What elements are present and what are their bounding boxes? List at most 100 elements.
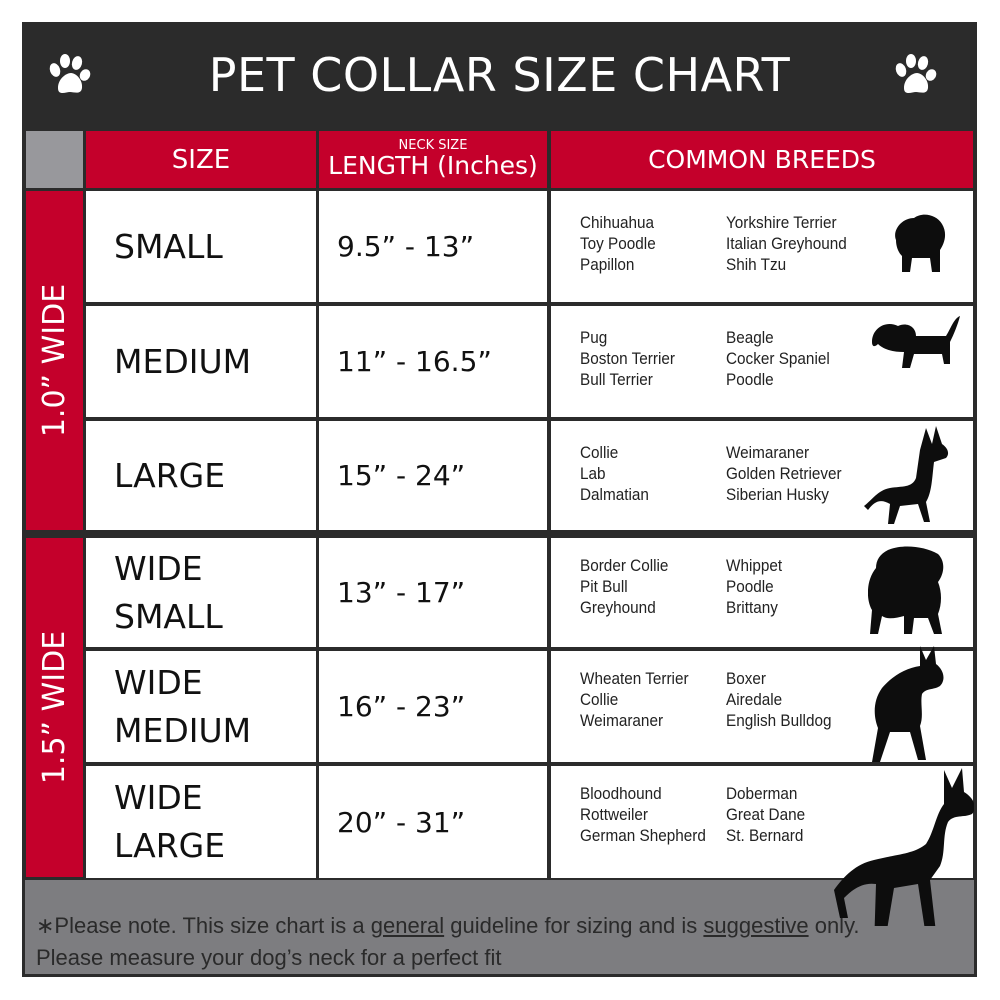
breed-name: St. Bernard: [726, 826, 804, 845]
breed-name: Weimaraner: [580, 711, 664, 730]
header-length-label: LENGTH (Inches): [328, 151, 538, 180]
breed-name: Rottweiler: [580, 805, 649, 824]
small-dog-silhouette-icon: [895, 214, 946, 272]
breed-name: Boston Terrier: [580, 349, 675, 368]
breed-list: Wheaten Terrier Collie Weimaraner: [580, 668, 689, 731]
breed-name: Toy Poodle: [580, 234, 656, 253]
breed-name: Chihuahua: [580, 213, 655, 232]
size-cell: SMALL: [86, 191, 316, 302]
length-cell: 9.5” - 13”: [319, 191, 547, 302]
breed-name: German Shepherd: [580, 826, 706, 845]
header-breeds-label: COMMON BREEDS: [648, 145, 876, 174]
length-cell: 16” - 23”: [319, 651, 547, 762]
length-cell: 15” - 24”: [319, 421, 547, 530]
breed-name: Pit Bull: [580, 577, 628, 596]
header-neck-size-label: NECK SIZE: [398, 138, 468, 153]
breed-name: Wheaten Terrier: [580, 669, 689, 688]
breed-name: Whippet: [726, 556, 783, 575]
group-label-text: 1.0” WIDE: [37, 283, 73, 438]
breed-name: Airedale: [726, 690, 783, 709]
size-label: SMALL: [114, 226, 223, 266]
header-length: NECK SIZE LENGTH (Inches): [319, 131, 547, 188]
breed-name: Great Dane: [726, 805, 806, 824]
breed-name: Boxer: [726, 669, 766, 688]
length-value: 16” - 23”: [337, 690, 466, 723]
header-size-label: SIZE: [171, 144, 231, 175]
breed-list: Border Collie Pit Bull Greyhound: [580, 555, 668, 618]
size-label: WIDE: [114, 778, 203, 817]
breeds-cell: Pug Boston Terrier Bull Terrier Beagle Cocke…: [551, 306, 973, 417]
breed-name: Papillon: [580, 255, 635, 274]
breed-name: Cocker Spaniel: [726, 349, 830, 368]
breed-name: Collie: [580, 443, 619, 462]
breed-list: Pug Boston Terrier Bull Terrier: [580, 327, 675, 390]
size-cell: MEDIUM: [86, 306, 316, 417]
size-label: SMALL: [114, 596, 223, 636]
breed-name: Poodle: [726, 577, 774, 596]
size-cell: WIDE MEDIUM: [86, 651, 316, 762]
breed-name: Greyhound: [580, 598, 656, 617]
breed-name: Dalmatian: [580, 485, 649, 504]
breed-name: Golden Retriever: [726, 464, 842, 483]
paw-icon: [49, 54, 91, 93]
breed-name: Bloodhound: [580, 784, 662, 803]
breed-list: Yorkshire Terrier Italian Greyhound Shih T…: [726, 212, 847, 275]
length-value: 15” - 24”: [337, 459, 466, 492]
group-label-1-5-inch: 1.5” WIDE: [26, 538, 83, 877]
size-cell: WIDE SMALL: [86, 538, 316, 647]
header-size: SIZE: [86, 131, 316, 188]
length-value: 11” - 16.5”: [337, 345, 492, 378]
breeds-cell: Collie Lab Dalmatian Weimaraner Golden Retri…: [551, 421, 973, 530]
footer-text: only.: [808, 913, 860, 938]
breed-name: Shih Tzu: [726, 255, 787, 274]
breed-name: Lab: [580, 464, 606, 483]
size-label: MEDIUM: [114, 341, 252, 381]
size-cell: LARGE: [86, 421, 316, 530]
footer-note: ∗Please note. This size chart is a gener…: [25, 880, 974, 974]
breed-name: Yorkshire Terrier: [726, 213, 837, 232]
size-cell: WIDE LARGE: [86, 766, 316, 878]
doberman-silhouette-icon: [834, 768, 974, 926]
size-label: LARGE: [114, 455, 226, 495]
size-label: MEDIUM: [114, 710, 252, 750]
medium-dog-silhouette-icon: [872, 316, 960, 368]
breed-name: Beagle: [726, 328, 774, 347]
breed-name: Bull Terrier: [580, 370, 653, 389]
breed-name: Italian Greyhound: [726, 234, 847, 253]
size-label: WIDE: [114, 548, 203, 588]
breed-list: Boxer Airedale English Bulldog: [726, 668, 831, 731]
length-cell: 11” - 16.5”: [319, 306, 547, 417]
footer-line-2: Please measure your dog’s neck for a per…: [36, 945, 502, 970]
footer-text: ∗Please note. This size chart is a: [36, 913, 371, 938]
breed-name: Brittany: [726, 598, 778, 617]
footer-underlined-general: general: [370, 913, 445, 938]
breed-name: Collie: [580, 690, 619, 709]
breed-name: Pug: [580, 328, 608, 347]
breed-name: Doberman: [726, 784, 798, 803]
size-label: WIDE: [114, 662, 203, 702]
size-label: LARGE: [114, 826, 226, 865]
length-cell: 13” - 17”: [319, 538, 547, 647]
breed-list: Weimaraner Golden Retriever Siberian Husky: [726, 442, 842, 505]
breed-name: Siberian Husky: [726, 485, 829, 504]
breed-list: Beagle Cocker Spaniel Poodle: [726, 327, 830, 390]
large-dog-silhouette-icon: [864, 426, 949, 524]
length-value: 9.5” - 13”: [337, 230, 475, 263]
paw-icon: [895, 54, 937, 93]
breed-list: Whippet Poodle Brittany: [726, 555, 782, 618]
breed-list: Bloodhound Rottweiler German Shepherd: [580, 783, 706, 846]
header-corner: [26, 131, 83, 188]
footer-line-1: ∗Please note. This size chart is a gener…: [36, 910, 974, 942]
chart-title: PET COLLAR SIZE CHART: [208, 48, 791, 102]
header-breeds: COMMON BREEDS: [551, 131, 973, 188]
breed-list: Collie Lab Dalmatian: [580, 442, 649, 505]
bulldog-silhouette-icon: [868, 546, 944, 634]
length-cell: 20” - 31”: [319, 766, 547, 878]
footer-underlined-suggestive: suggestive: [703, 913, 809, 938]
footer-text: guideline for sizing and is: [444, 913, 704, 938]
length-value: 13” - 17”: [337, 576, 466, 609]
group-label-1-inch: 1.0” WIDE: [26, 191, 83, 530]
breeds-cell: Chihuahua Toy Poodle Papillon Yorkshire Ter…: [551, 191, 973, 302]
pitbull-silhouette-icon: [872, 646, 944, 762]
group-label-text: 1.5” WIDE: [37, 630, 73, 785]
